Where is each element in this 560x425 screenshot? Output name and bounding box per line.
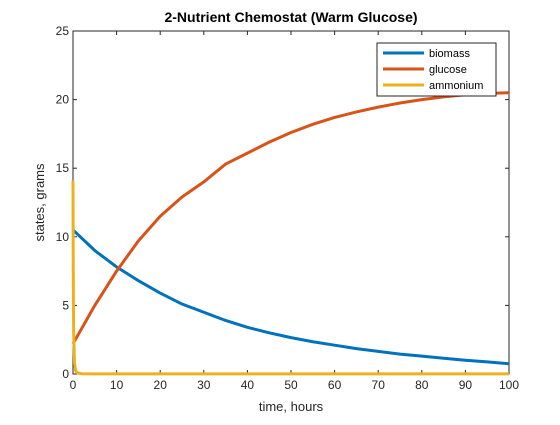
series-layer bbox=[71, 91, 510, 376]
x-tick-label: 70 bbox=[372, 378, 386, 392]
x-tick-label: 0 bbox=[70, 378, 77, 392]
series-line-glucose bbox=[71, 91, 510, 345]
series-line-ammonium bbox=[71, 180, 509, 376]
legend: biomass glucose ammonium bbox=[376, 42, 497, 97]
x-tick-label: 60 bbox=[328, 378, 342, 392]
x-tick-label: 30 bbox=[197, 378, 211, 392]
legend-label-glucose: glucose bbox=[429, 64, 467, 76]
y-tick-label: 5 bbox=[62, 298, 69, 312]
y-tick-label: 25 bbox=[56, 24, 70, 38]
y-tick-label: 0 bbox=[62, 367, 69, 381]
y-tick-label: 20 bbox=[56, 93, 70, 107]
chart-title: 2-Nutrient Chemostat (Warm Glucose) bbox=[164, 9, 417, 25]
x-tick-label: 10 bbox=[110, 378, 124, 392]
y-tick-label: 10 bbox=[56, 230, 70, 244]
y-tick-label: 15 bbox=[56, 161, 70, 175]
x-tick-label: 50 bbox=[284, 378, 298, 392]
x-tick-label: 90 bbox=[459, 378, 473, 392]
legend-label-biomass: biomass bbox=[429, 48, 470, 60]
series-line-biomass bbox=[71, 228, 510, 366]
legend-label-ammonium: ammonium bbox=[429, 80, 483, 92]
x-axis-label: time, hours bbox=[259, 399, 324, 414]
x-tick-label: 20 bbox=[154, 378, 168, 392]
x-tick-label: 100 bbox=[499, 378, 519, 392]
x-tick-label: 40 bbox=[241, 378, 255, 392]
axes: 0 10 20 30 40 50 60 70 80 90 100 0 5 10 15 20 25 bbox=[56, 24, 520, 392]
y-axis-label: states, grams bbox=[32, 163, 47, 242]
x-tick-label: 80 bbox=[415, 378, 429, 392]
